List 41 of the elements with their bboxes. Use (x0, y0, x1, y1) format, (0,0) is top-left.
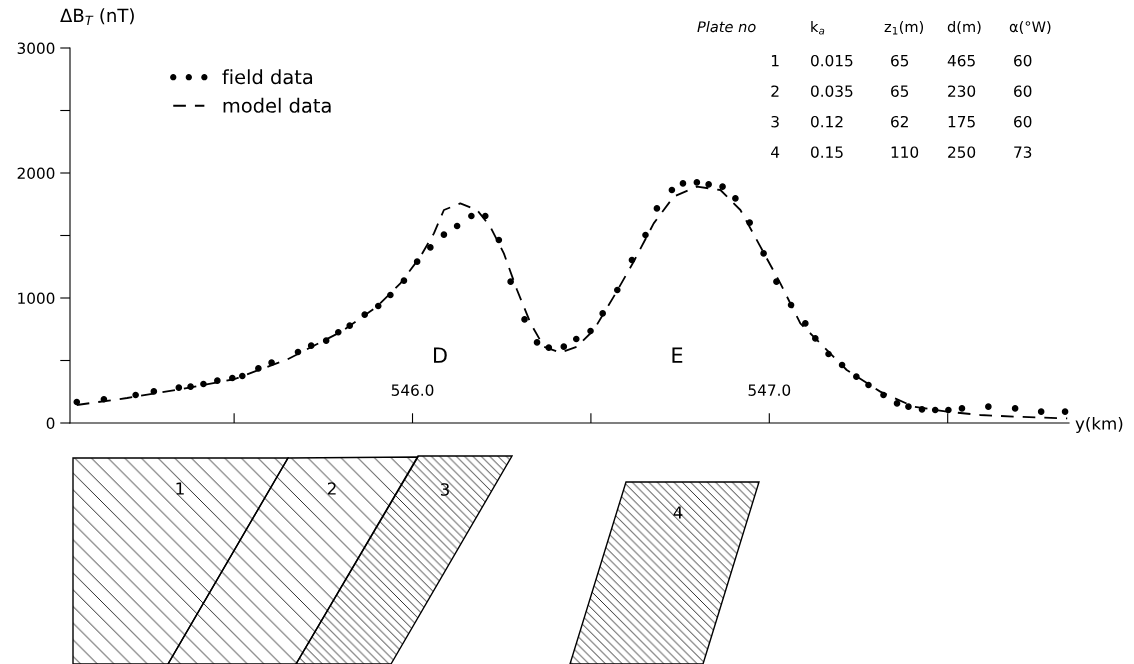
text: 1 (176, 482, 184, 495)
text: 3 (440, 483, 449, 496)
annotation: 1 (771, 55, 779, 67)
annotation: 65 (891, 85, 909, 97)
text: α(°W) (1009, 20, 1051, 34)
annotation: 250 (948, 146, 976, 158)
annotation: 0.12 (811, 115, 843, 128)
annotation: 0.15 (811, 146, 843, 158)
y-axis-title: ΔB$_{T}$ (nT) (60, 8, 134, 25)
text: z$_{1}$(m) (884, 20, 924, 35)
annotation: 73 (1014, 146, 1032, 158)
annotation: 2 (771, 85, 779, 97)
legend-label: model data (223, 97, 331, 113)
annotation: 0.035 (811, 85, 853, 97)
y-tick-label: 2000 (17, 167, 55, 180)
legend-label: field data (222, 69, 313, 85)
annotation: 60 (1014, 115, 1032, 128)
annotation: E (672, 347, 683, 363)
x-tick-label: 546.0 (391, 384, 434, 396)
annotation: 0.015 (811, 54, 853, 67)
y-tick-label: 3000 (17, 42, 55, 55)
annotation: 465 (947, 54, 975, 67)
annotation: D (434, 347, 447, 363)
annotation: 60 (1014, 54, 1032, 67)
text: d(m) (947, 20, 981, 34)
annotation: 62 (891, 115, 908, 128)
annotation: 175 (948, 116, 975, 128)
x-axis-title: y(km) (1075, 416, 1123, 434)
annotation: 3 (771, 115, 779, 128)
annotation: 4 (771, 146, 780, 158)
y-tick-label: 0 (46, 417, 55, 430)
x-tick-label: 547.0 (748, 384, 791, 396)
annotation: 230 (948, 85, 976, 97)
y-tick-label: 1000 (18, 292, 55, 305)
annotation: 110 (891, 146, 919, 158)
annotation: 60 (1014, 85, 1032, 97)
text: Plate no (697, 20, 756, 33)
annotation: 65 (891, 54, 909, 67)
text: k$_{a}$ (811, 20, 825, 35)
text: 2 (327, 482, 336, 495)
text: 4 (673, 506, 683, 519)
